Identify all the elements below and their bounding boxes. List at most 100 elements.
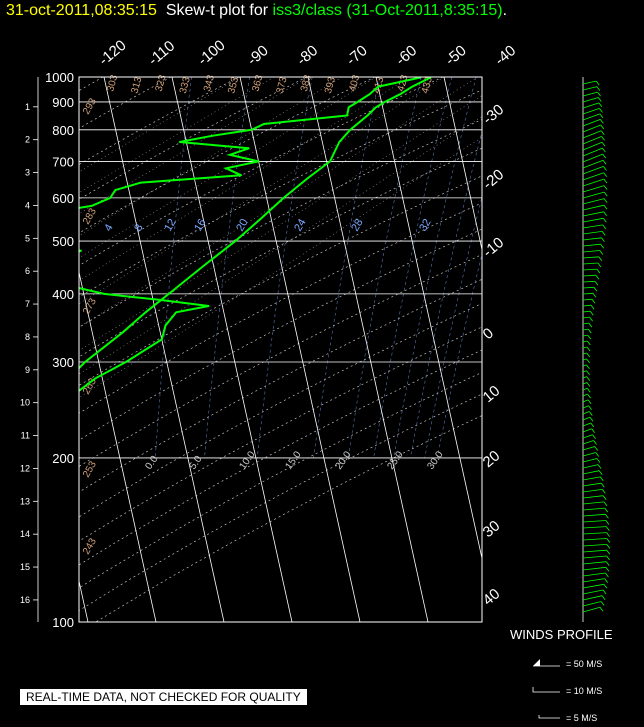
wind-key-5-barb — [538, 715, 560, 719]
moist-adiabat-line — [79, 77, 411, 282]
wind-barb-flag — [599, 476, 604, 482]
dewpoint-trace-point — [347, 106, 350, 109]
moist-adiabat-label: 25.0 — [385, 449, 405, 472]
wind-barb — [582, 217, 604, 223]
wind-barb-flag — [592, 434, 596, 439]
wind-barb — [582, 334, 588, 337]
dewpoint-trace-point — [90, 205, 93, 207]
wind-barb — [582, 583, 604, 589]
dry-adiabat-label: 363 — [250, 73, 265, 92]
wind-barb-flag — [605, 572, 609, 578]
wind-barb-flag — [587, 334, 592, 340]
wind-barb-flag — [602, 589, 607, 595]
dewpoint-trace-point — [55, 260, 57, 262]
height-tick-label: 16 — [20, 595, 30, 605]
temperature-tick-label-top: -50 — [442, 42, 470, 69]
dry-adiabat-label: 393 — [323, 75, 338, 94]
wind-barb-flag — [594, 281, 599, 286]
wind-barb-flag — [603, 501, 608, 507]
wind-barb-flag — [603, 198, 608, 203]
temperature-tick-label-top: -40 — [492, 42, 520, 69]
wind-barb — [582, 204, 605, 211]
wind-barb — [582, 464, 599, 469]
height-tick-label: 10 — [20, 398, 30, 408]
isotherm-line — [375, 77, 482, 561]
height-tick-label: 6 — [25, 266, 30, 276]
temperature-tick-label-top: -70 — [343, 42, 371, 69]
wind-barb-flag — [589, 416, 594, 422]
height-tick-label: 2 — [25, 135, 30, 145]
wind-barb — [582, 393, 588, 397]
wind-barb — [582, 159, 604, 169]
wind-barb — [582, 589, 604, 595]
isotherm-line — [0, 77, 20, 622]
wind-barb — [582, 243, 601, 247]
wind-barb-flag — [606, 532, 610, 537]
wind-barb — [582, 166, 604, 175]
dewpoint-trace-point — [211, 135, 213, 137]
wind-barb-flag — [606, 538, 611, 543]
wind-key-5: = 5 M/S — [566, 713, 598, 723]
temperature-tick-label-top: -120 — [96, 37, 130, 69]
wind-barb — [582, 555, 607, 559]
wind-barb — [582, 513, 606, 517]
wind-barb — [582, 211, 604, 217]
dewpoint-trace-point — [103, 293, 105, 295]
wind-barb — [582, 304, 592, 307]
wind-barb — [582, 549, 607, 553]
wind-barb — [582, 224, 603, 229]
isotherm-line — [79, 270, 157, 622]
wind-barb-flag — [603, 178, 608, 184]
dewpoint-trace-point — [35, 414, 37, 416]
temperature-trace-point — [168, 293, 170, 295]
wind-barb — [582, 501, 605, 505]
pressure-tick-label: 100 — [52, 615, 74, 630]
dry-adiabat-label: 253 — [81, 459, 99, 479]
wind-barb — [582, 526, 607, 529]
wind-barb — [582, 422, 591, 427]
wind-barb-flag — [602, 495, 607, 500]
mixing-ratio-label: 4 — [102, 222, 115, 233]
wind-key-50: = 50 M/S — [566, 659, 603, 669]
temperature-trace-point — [375, 106, 377, 109]
wind-barb-flag — [601, 237, 605, 243]
wind-barb — [582, 130, 602, 139]
wind-barb-flag — [586, 346, 591, 352]
wind-barb-flag — [593, 440, 597, 445]
pressure-tick-label: 300 — [52, 355, 74, 370]
dewpoint-trace-point — [248, 147, 250, 150]
wind-barb-flag — [598, 102, 603, 108]
dewpoint-trace-point — [0, 222, 1, 224]
temperature-tick-label-right: -20 — [480, 166, 508, 193]
wind-barb — [582, 262, 598, 265]
wind-barb — [582, 352, 587, 355]
mixing-ratio-label: 32 — [417, 217, 434, 234]
wind-barb — [582, 399, 589, 403]
title-end: . — [502, 2, 508, 19]
wind-barb — [582, 495, 604, 499]
moist-adiabat-line — [79, 77, 241, 173]
pressure-tick-label: 600 — [52, 191, 74, 206]
wind-barb — [582, 387, 588, 391]
dry-adiabat-label: 343 — [202, 73, 217, 92]
wind-barb-flag — [605, 567, 610, 572]
wind-barb-flag — [600, 130, 605, 135]
temperature-tick-label-right: 30 — [480, 517, 504, 541]
dewpoint-trace-point — [377, 85, 379, 88]
wind-barb — [582, 428, 592, 433]
dry-adiabat-line — [79, 303, 482, 518]
dry-adiabat-line — [79, 77, 376, 234]
wind-barb — [582, 358, 587, 361]
wind-barb-flag — [606, 549, 611, 555]
wind-barb — [582, 153, 603, 163]
wind-barb — [582, 147, 603, 157]
wind-barb-flag — [586, 376, 591, 381]
wind-barb — [582, 507, 605, 511]
wind-barb — [582, 470, 600, 475]
wind-barb-flag — [599, 108, 603, 113]
height-tick-label: 12 — [20, 463, 30, 473]
wind-barb — [582, 198, 605, 205]
wind-barb — [582, 108, 600, 115]
dewpoint-trace-point — [257, 160, 260, 163]
dry-adiabat-line — [79, 77, 444, 266]
